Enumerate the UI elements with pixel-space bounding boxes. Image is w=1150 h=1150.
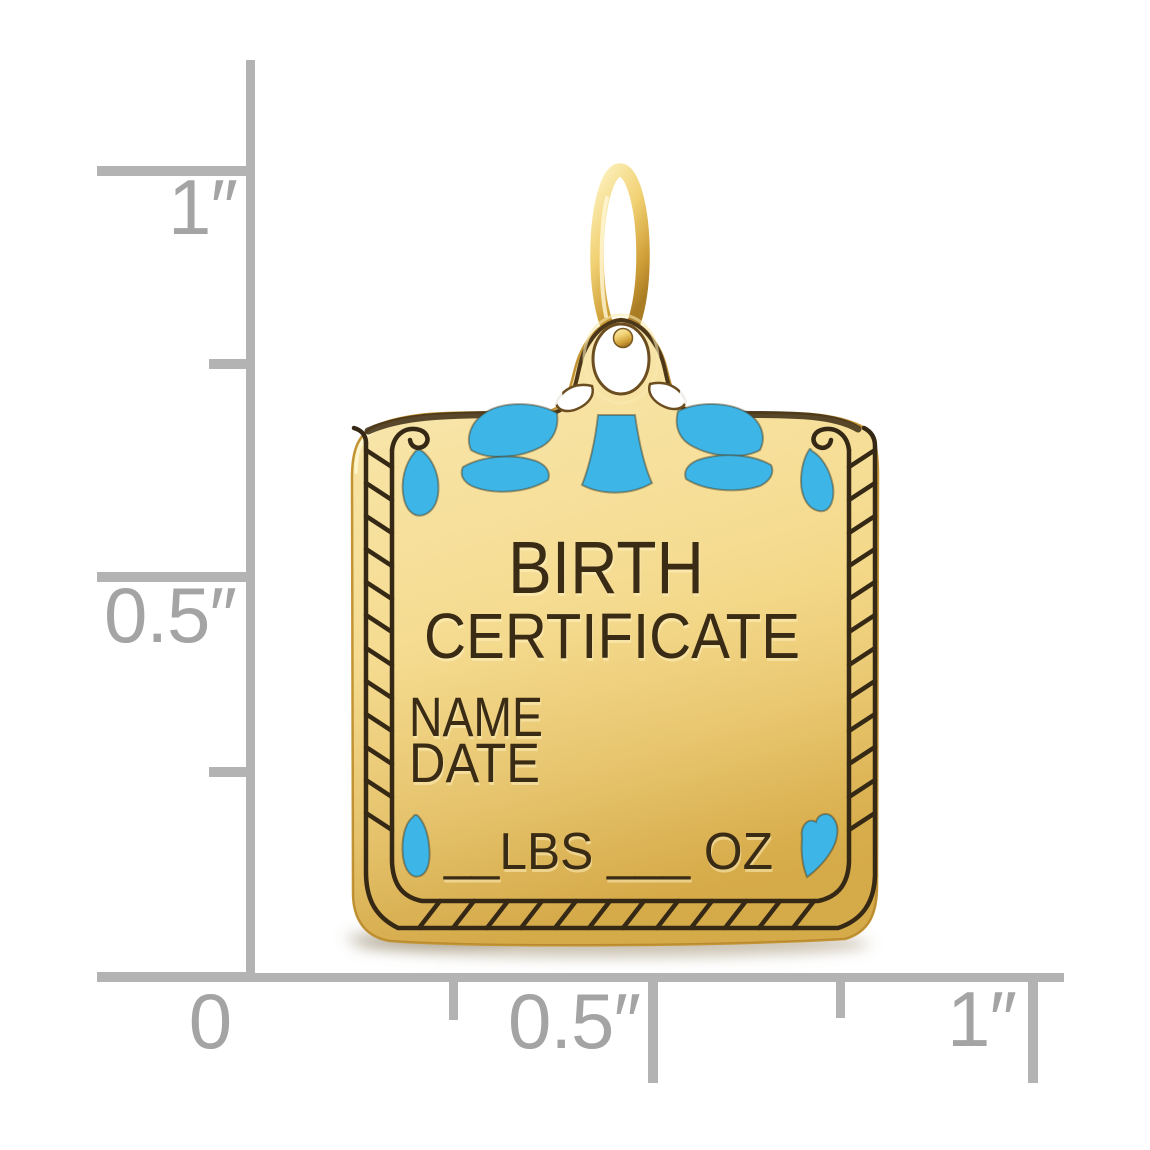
crest-cutout-right (648, 381, 688, 411)
ruler-label-v-1in: 1″ (168, 163, 238, 251)
bow-knot (580, 414, 654, 494)
bail-hole (591, 322, 651, 396)
ruler-tick-h-1in (1028, 982, 1038, 1083)
ruler-label-h-0: 0 (188, 977, 232, 1065)
ring-knot (612, 327, 634, 349)
heart-icon (800, 813, 839, 879)
ruler-tick-v-1in (97, 166, 246, 176)
bow-loop-left-upper (467, 403, 559, 458)
ruler-tick-v-05in (97, 572, 246, 582)
ruler-vertical-line (246, 60, 255, 982)
ruler-horizontal-line (246, 973, 1064, 982)
svg-text:NAME: NAME (410, 688, 544, 751)
crest-cutout-left (554, 383, 594, 413)
ruler-label-v-05in: 0.5″ (103, 571, 237, 659)
ruler-tick-h-05in (648, 982, 658, 1083)
svg-text:DATE: DATE (410, 734, 541, 797)
charm-field-date: DATE (409, 731, 540, 794)
charm-field-name: NAME (409, 685, 543, 748)
charm-title-line1: BIRTH (508, 526, 704, 609)
ruler-tick-v-025in (209, 767, 246, 777)
charm-weight-line: __LBS ___ OZ (443, 823, 773, 881)
bow-loop-right-lower (684, 454, 774, 492)
ruler-tick-h-075in (836, 982, 845, 1018)
ruler-label-h-1in: 1″ (947, 975, 1017, 1063)
ruler-label-h-05in: 0.5″ (507, 977, 641, 1065)
ruler-tick-h-025in (449, 982, 458, 1020)
bow-tail-left (401, 448, 440, 517)
svg-text:BIRTH: BIRTH (509, 529, 705, 612)
engraving-highlight: BIRTH CERTIFICATE NAME DATE __LBS ___ OZ (410, 529, 801, 884)
rope-border (351, 425, 878, 931)
bow-loop-left-lower (460, 455, 550, 493)
ruler-tick-v-0in (97, 972, 246, 982)
svg-text:CERTIFICATE: CERTIFICATE (425, 603, 801, 675)
bow-tail-right (799, 447, 835, 513)
engraving: BIRTH CERTIFICATE NAME DATE __LBS ___ OZ (409, 526, 800, 881)
teardrop-icon (401, 813, 431, 878)
svg-text:__LBS ___ OZ: __LBS ___ OZ (444, 826, 774, 884)
bow-icon (401, 403, 835, 517)
charm-title-line2: CERTIFICATE (424, 600, 800, 672)
ruler-tick-v-075in (209, 359, 246, 369)
bow-loop-right-upper (675, 403, 764, 458)
